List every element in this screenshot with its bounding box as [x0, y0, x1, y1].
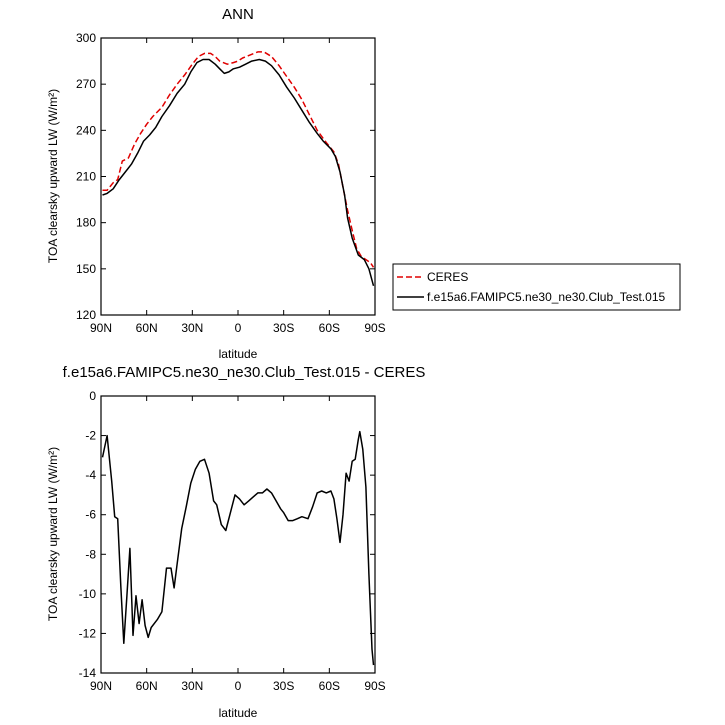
top-series-line-1	[102, 58, 375, 286]
top-x-tick-label: 0	[235, 321, 242, 335]
bottom-chart-title: f.e15a6.FAMIPC5.ne30_ne30.Club_Test.015 …	[63, 364, 426, 381]
top-plot-frame	[100, 37, 376, 316]
top-y-tick-label: 150	[76, 262, 96, 276]
legend-label-model: f.e15a6.FAMIPC5.ne30_ne30.Club_Test.015	[427, 290, 665, 304]
top-series	[102, 51, 375, 286]
bottom-plot-frame	[100, 395, 376, 674]
bottom-series-line-0	[101, 430, 375, 666]
bottom-y-tick-label: -10	[79, 587, 97, 601]
top-panel: ANN 120 150 180 210 240 270 300 90N 60N 30N 0 30S 6…	[46, 6, 386, 361]
top-x-tick-label: 30S	[273, 321, 294, 335]
top-x-tick-label: 60N	[136, 321, 158, 335]
bottom-y-tick-label: -12	[79, 626, 97, 640]
bottom-plot-border	[100, 395, 376, 674]
top-x-tick-label: 90S	[364, 321, 385, 335]
bottom-x-tick-label: 30N	[181, 679, 203, 693]
top-y-tick-label: 240	[76, 123, 96, 137]
top-x-axis-label: latitude	[219, 347, 258, 361]
bottom-x-tick-label: 60S	[319, 679, 340, 693]
legend: CERES f.e15a6.FAMIPC5.ne30_ne30.Club_Tes…	[392, 263, 681, 311]
top-y-tick-label: 210	[76, 170, 96, 184]
top-x-tick-label: 60S	[319, 321, 340, 335]
bottom-x-ticks: 90N 60N 30N 0 30S 60S 90S	[90, 396, 386, 693]
top-series-line-0	[102, 51, 375, 268]
top-chart-title: ANN	[222, 6, 254, 23]
legend-label-ceres: CERES	[427, 270, 468, 284]
bottom-y-tick-label: -2	[85, 429, 96, 443]
top-x-ticks: 90N 60N 30N 0 30S 60S 90S	[90, 38, 386, 335]
bottom-series	[101, 430, 375, 666]
bottom-x-tick-label: 90N	[90, 679, 112, 693]
bottom-y-tick-label: 0	[89, 389, 96, 403]
bottom-x-tick-label: 90S	[364, 679, 385, 693]
top-y-tick-label: 270	[76, 77, 96, 91]
bottom-y-tick-label: -8	[85, 547, 96, 561]
bottom-x-tick-label: 0	[235, 679, 242, 693]
bottom-x-tick-label: 30S	[273, 679, 294, 693]
top-x-tick-label: 90N	[90, 321, 112, 335]
legend-box	[392, 263, 681, 311]
top-y-tick-label: 120	[76, 308, 96, 322]
top-x-tick-label: 30N	[181, 321, 203, 335]
bottom-x-axis-label: latitude	[219, 706, 258, 720]
bottom-panel: f.e15a6.FAMIPC5.ne30_ne30.Club_Test.015 …	[46, 364, 425, 720]
top-y-axis-label: TOA clearsky upward LW (W/m²)	[46, 89, 60, 263]
top-plot-border	[100, 37, 376, 316]
top-y-tick-label: 180	[76, 216, 96, 230]
bottom-y-tick-label: -14	[79, 666, 97, 680]
bottom-y-ticks: -14 -12 -10 -8 -6 -4 -2 0	[79, 389, 375, 680]
bottom-y-tick-label: -4	[85, 468, 96, 482]
top-y-ticks: 120 150 180 210 240 270 300	[76, 31, 375, 322]
bottom-x-tick-label: 60N	[136, 679, 158, 693]
bottom-y-tick-label: -6	[85, 508, 96, 522]
top-y-tick-label: 300	[76, 31, 96, 45]
bottom-y-axis-label: TOA clearsky upward LW (W/m²)	[46, 447, 60, 621]
